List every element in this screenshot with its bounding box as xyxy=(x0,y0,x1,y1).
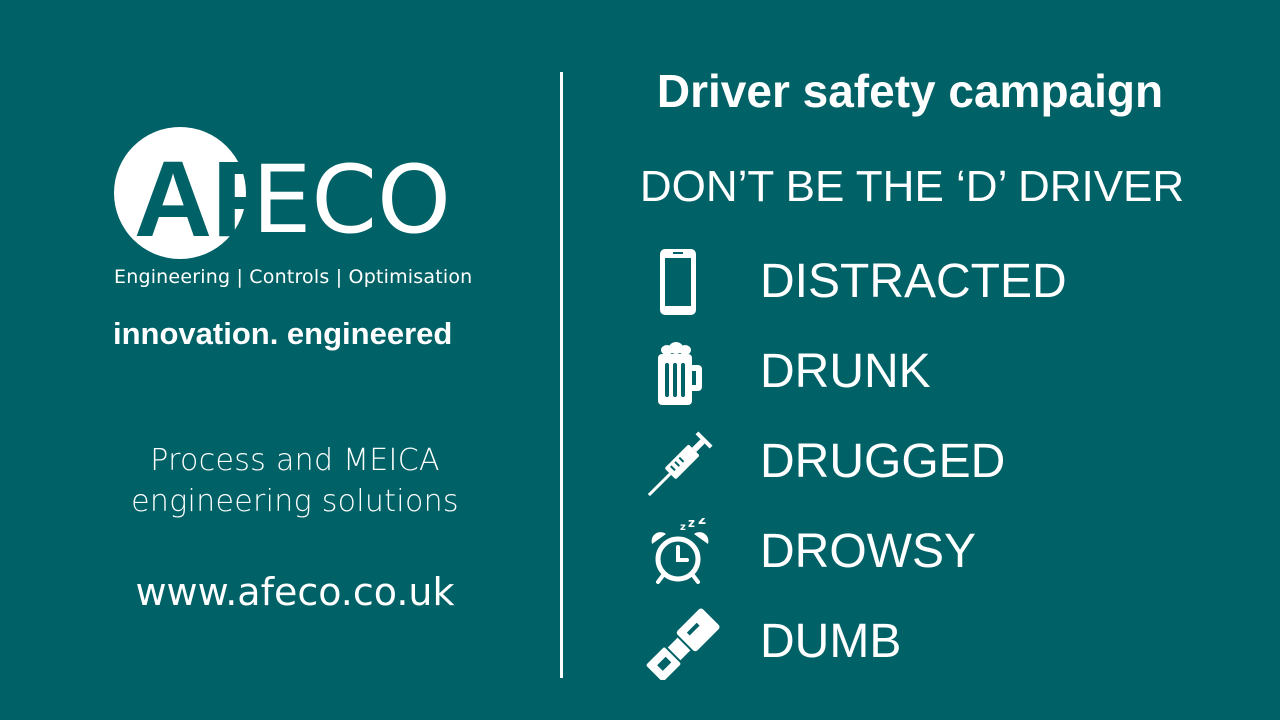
vertical-divider xyxy=(560,72,563,678)
list-item-dumb: DUMB xyxy=(640,596,1240,686)
services-line-1: Process and MEICA xyxy=(150,443,440,478)
item-label: DRUNK xyxy=(760,345,931,398)
svg-text:z: z xyxy=(698,518,706,528)
svg-text:ECO: ECO xyxy=(252,146,451,255)
brand-tagline: Engineering | Controls | Optimisation xyxy=(114,266,473,288)
svg-text:AF: AF xyxy=(134,138,278,259)
svg-text:z: z xyxy=(688,518,695,530)
campaign-subtitle: DON’T BE THE ‘D’ DRIVER xyxy=(639,162,1185,211)
list-item-distracted: DISTRACTED xyxy=(640,236,1240,326)
syringe-icon xyxy=(640,428,720,500)
brand-slogan: innovation. engineered xyxy=(113,316,453,351)
svg-text:z: z xyxy=(680,522,686,533)
list-item-drugged: DRUGGED xyxy=(640,416,1240,506)
list-item-drunk: DRUNK xyxy=(640,326,1240,416)
item-label: DISTRACTED xyxy=(760,255,1067,308)
beer-mug-icon xyxy=(640,338,720,410)
services-line-2: engineering solutions xyxy=(131,484,459,519)
item-label: DRUGGED xyxy=(760,435,1006,488)
afeco-logo: AF ECO xyxy=(114,126,484,260)
services-text: Process and MEICA engineering solutions xyxy=(100,440,490,522)
campaign-title: Driver safety campaign xyxy=(656,65,1164,117)
item-label: DROWSY xyxy=(760,525,976,578)
website-link[interactable]: www.afeco.co.uk xyxy=(135,570,455,614)
item-label: DUMB xyxy=(760,615,902,668)
d-driver-list: DISTRACTED DRUNK xyxy=(640,236,1240,686)
seatbelt-icon xyxy=(640,608,720,680)
alarm-clock-icon: z z z xyxy=(640,518,720,590)
list-item-drowsy: z z z DROWSY xyxy=(640,506,1240,596)
smartphone-icon xyxy=(640,248,720,320)
